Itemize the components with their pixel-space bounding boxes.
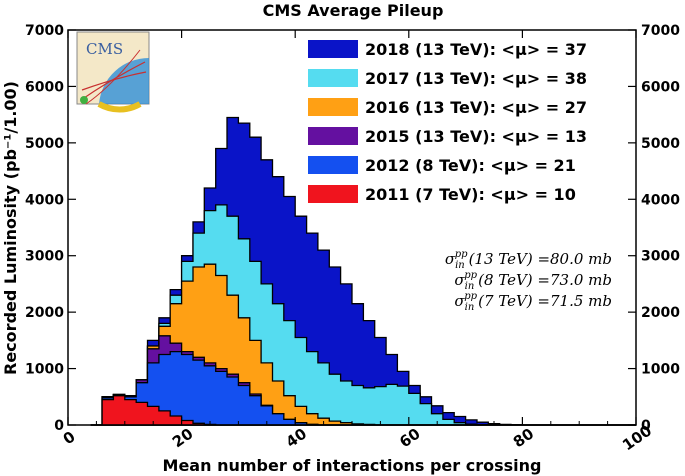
legend-swatch-0 xyxy=(308,40,358,58)
legend-label-0: 2018 (13 TeV): <μ> = 37 xyxy=(365,40,587,59)
legend: 2018 (13 TeV): <μ> = 37 2017 (13 TeV): <μ… xyxy=(308,40,587,204)
legend-label-2: 2016 (13 TeV): <μ> = 27 xyxy=(365,98,587,117)
y-right-tick-label-2: 2000 xyxy=(641,305,680,321)
cross-section-0: σinpp(13 TeV) =80.0 mb xyxy=(445,249,612,271)
x-tick-label-4: 80 xyxy=(510,425,537,452)
legend-swatch-3 xyxy=(308,127,358,145)
y-right-tick-label-1: 1000 xyxy=(641,362,680,378)
chart-title: CMS Average Pileup xyxy=(263,1,444,20)
legend-label-4: 2012 (8 TeV): <μ> = 21 xyxy=(365,156,576,175)
legend-label-5: 2011 (7 TeV): <μ> = 10 xyxy=(365,185,576,204)
y-tick-label-4: 4000 xyxy=(25,192,64,208)
y-tick-label-1: 1000 xyxy=(25,362,64,378)
y-right-tick-label-6: 6000 xyxy=(641,79,680,95)
legend-label-1: 2017 (13 TeV): <μ> = 38 xyxy=(365,69,587,88)
y-tick-label-0: 0 xyxy=(54,418,64,434)
series-layer xyxy=(90,116,636,426)
cms-logo: CMS xyxy=(76,31,150,113)
y-tick-label-3: 3000 xyxy=(25,249,64,265)
legend-swatch-5 xyxy=(308,185,358,203)
y-right-tick-label-5: 5000 xyxy=(641,136,680,152)
y-tick-label-7: 7000 xyxy=(25,23,64,39)
legend-swatch-2 xyxy=(308,98,358,116)
y-tick-label-2: 2000 xyxy=(25,305,64,321)
y-right-tick-label-3: 3000 xyxy=(641,249,680,265)
y-right-tick-label-4: 4000 xyxy=(641,192,680,208)
legend-swatch-4 xyxy=(308,156,358,174)
cross-section-2: σinpp(7 TeV) =71.5 mb xyxy=(454,291,612,313)
cms-logo-text: CMS xyxy=(86,40,123,58)
x-axis-label: Mean number of interactions per crossing xyxy=(163,456,542,475)
x-tick-label-1: 20 xyxy=(169,425,196,452)
y-tick-label-6: 6000 xyxy=(25,79,64,95)
y-right-tick-label-7: 7000 xyxy=(641,23,680,39)
x-tick-label-2: 40 xyxy=(283,425,310,452)
legend-label-3: 2015 (13 TeV): <μ> = 13 xyxy=(365,127,587,146)
y-axis-label: Recorded Luminosity (pb⁻¹/1.00) xyxy=(1,81,20,375)
y-tick-label-5: 5000 xyxy=(25,136,64,152)
legend-swatch-1 xyxy=(308,69,358,87)
cross-section-1: σinpp(8 TeV) =73.0 mb xyxy=(454,270,612,292)
y-right-tick-label-0: 0 xyxy=(641,418,651,434)
x-tick-label-3: 60 xyxy=(396,425,423,452)
